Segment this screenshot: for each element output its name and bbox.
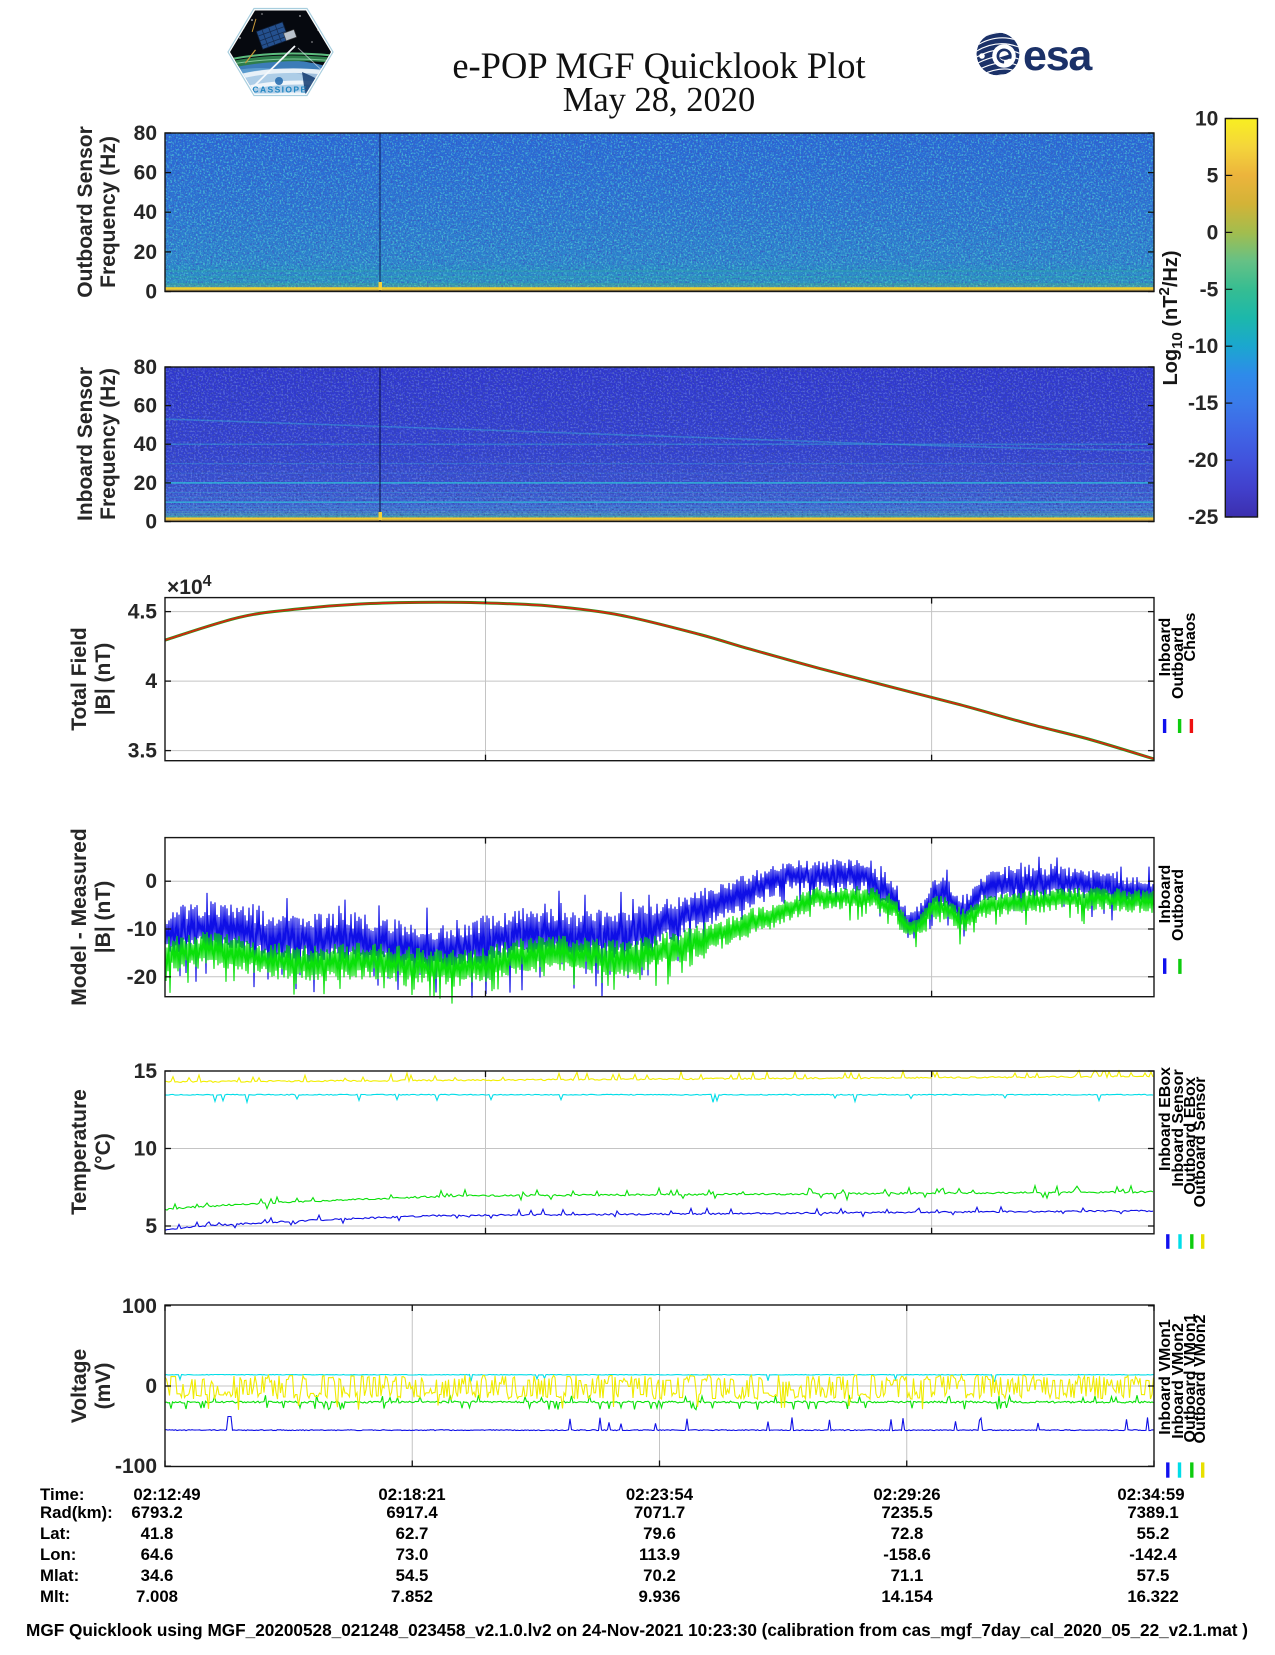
svg-text:Log10 (nT2/Hz): Log10 (nT2/Hz) — [1156, 250, 1186, 385]
svg-text:Mlat:: Mlat: — [40, 1566, 79, 1585]
svg-text:20: 20 — [134, 472, 157, 495]
svg-text:-20: -20 — [1188, 449, 1218, 472]
svg-text:73.0: 73.0 — [396, 1545, 429, 1564]
svg-text:7.008: 7.008 — [136, 1587, 178, 1606]
svg-text:60: 60 — [134, 395, 157, 418]
svg-text:02:23:54: 02:23:54 — [626, 1485, 694, 1504]
svg-text:62.7: 62.7 — [396, 1524, 429, 1543]
svg-text:02:18:21: 02:18:21 — [378, 1485, 445, 1504]
svg-text:Inboard VMon1: Inboard VMon1 — [1157, 1319, 1174, 1435]
svg-text:02:29:26: 02:29:26 — [873, 1485, 940, 1504]
svg-text:7071.7: 7071.7 — [634, 1503, 685, 1522]
svg-text:Inboard EBox: Inboard EBox — [1157, 1067, 1174, 1171]
svg-text:Outboard VMon2: Outboard VMon2 — [1192, 1314, 1209, 1443]
svg-text:Inboard Sensor: Inboard Sensor — [74, 367, 97, 521]
svg-text:6917.4: 6917.4 — [386, 1503, 438, 1522]
svg-text:-20: -20 — [127, 966, 157, 989]
svg-text:Inboard VMon2: Inboard VMon2 — [1170, 1323, 1187, 1439]
svg-text:Lon:: Lon: — [40, 1545, 76, 1564]
svg-text:(mV): (mV) — [92, 1363, 115, 1410]
svg-text:3.5: 3.5 — [128, 740, 158, 763]
svg-text:16.322: 16.322 — [1127, 1587, 1178, 1606]
svg-text:71.1: 71.1 — [891, 1566, 924, 1585]
svg-text:Inboard Sensor: Inboard Sensor — [1170, 1069, 1187, 1186]
svg-text:e-POP MGF Quicklook Plot: e-POP MGF Quicklook Plot — [452, 45, 865, 86]
svg-text:-15: -15 — [1188, 392, 1219, 415]
svg-text:14.154: 14.154 — [881, 1587, 933, 1606]
svg-text:|B| (nT): |B| (nT) — [92, 643, 115, 715]
svg-text:-142.4: -142.4 — [1129, 1545, 1177, 1564]
svg-text:10: 10 — [1195, 108, 1218, 131]
svg-text:4: 4 — [145, 670, 157, 693]
svg-text:10: 10 — [134, 1138, 157, 1161]
svg-text:41.8: 41.8 — [141, 1524, 174, 1543]
svg-text:7389.1: 7389.1 — [1127, 1503, 1178, 1522]
svg-text:100: 100 — [122, 1295, 157, 1318]
svg-text:4.5: 4.5 — [128, 601, 158, 624]
svg-text:-25: -25 — [1188, 506, 1219, 529]
svg-text:9.936: 9.936 — [639, 1587, 681, 1606]
svg-text:Outboard VMon1: Outboard VMon1 — [1182, 1313, 1199, 1442]
svg-text:Outboard EBox: Outboard EBox — [1182, 1077, 1199, 1194]
svg-text:7.852: 7.852 — [391, 1587, 433, 1606]
svg-text:6793.2: 6793.2 — [131, 1503, 182, 1522]
svg-text:64.6: 64.6 — [141, 1545, 174, 1564]
svg-text:0: 0 — [145, 511, 157, 534]
svg-text:79.6: 79.6 — [643, 1524, 676, 1543]
svg-text:40: 40 — [134, 433, 157, 456]
svg-text:-5: -5 — [1200, 278, 1219, 301]
svg-text:|B| (nT): |B| (nT) — [92, 881, 115, 953]
svg-text:54.5: 54.5 — [396, 1566, 429, 1585]
svg-text:02:34:59: 02:34:59 — [1117, 1485, 1184, 1504]
svg-text:May 28, 2020: May 28, 2020 — [563, 81, 756, 119]
svg-text:-10: -10 — [1188, 335, 1218, 358]
svg-text:55.2: 55.2 — [1137, 1524, 1170, 1543]
svg-text:Frequency (Hz): Frequency (Hz) — [97, 368, 120, 520]
svg-text:-158.6: -158.6 — [883, 1545, 931, 1564]
svg-text:CASSIOPE: CASSIOPE — [252, 85, 307, 95]
svg-text:Total Field: Total Field — [68, 627, 91, 730]
svg-text:5: 5 — [1207, 164, 1219, 187]
svg-text:Mlt:: Mlt: — [40, 1587, 70, 1606]
svg-text:Frequency (Hz): Frequency (Hz) — [97, 136, 120, 288]
svg-text:20: 20 — [134, 241, 157, 264]
svg-text:0: 0 — [1207, 221, 1219, 244]
svg-text:Outboard Sensor: Outboard Sensor — [74, 126, 97, 298]
svg-text:Lat:: Lat: — [40, 1524, 71, 1543]
svg-text:34.6: 34.6 — [141, 1566, 174, 1585]
svg-text:57.5: 57.5 — [1137, 1566, 1170, 1585]
svg-text:Chaos: Chaos — [1182, 612, 1199, 661]
svg-text:esa: esa — [1023, 32, 1093, 80]
svg-text:7235.5: 7235.5 — [881, 1503, 932, 1522]
svg-text:0: 0 — [145, 1375, 157, 1398]
svg-text:0: 0 — [145, 281, 157, 304]
svg-text:(°C): (°C) — [92, 1133, 115, 1171]
svg-text:60: 60 — [134, 162, 157, 185]
svg-text:Temperature: Temperature — [68, 1089, 91, 1215]
svg-text:Inboard: Inboard — [1157, 865, 1174, 924]
svg-text:Voltage: Voltage — [68, 1349, 91, 1423]
svg-text:Model - Measured: Model - Measured — [68, 828, 91, 1005]
svg-text:MGF Quicklook using MGF_202005: MGF Quicklook using MGF_20200528_021248_… — [26, 1620, 1248, 1640]
svg-text:113.9: 113.9 — [639, 1545, 680, 1564]
svg-text:5: 5 — [145, 1215, 157, 1238]
svg-text:×104: ×104 — [167, 573, 212, 599]
svg-text:Rad(km):: Rad(km): — [40, 1503, 113, 1522]
svg-text:70.2: 70.2 — [643, 1566, 676, 1585]
svg-text:-10: -10 — [127, 918, 157, 941]
svg-text:02:12:49: 02:12:49 — [133, 1485, 200, 1504]
svg-text:Outboard: Outboard — [1170, 627, 1187, 699]
svg-text:Outboard Sensor: Outboard Sensor — [1192, 1077, 1209, 1208]
svg-text:Inboard: Inboard — [1157, 618, 1174, 677]
svg-text:Outboard: Outboard — [1170, 869, 1187, 941]
svg-text:72.8: 72.8 — [891, 1524, 924, 1543]
svg-text:15: 15 — [134, 1060, 158, 1083]
svg-text:Time:: Time: — [40, 1485, 84, 1504]
svg-text:-100: -100 — [115, 1455, 157, 1478]
svg-text:40: 40 — [134, 201, 157, 224]
svg-text:0: 0 — [145, 870, 157, 893]
svg-text:80: 80 — [134, 356, 157, 379]
svg-text:80: 80 — [134, 122, 157, 145]
